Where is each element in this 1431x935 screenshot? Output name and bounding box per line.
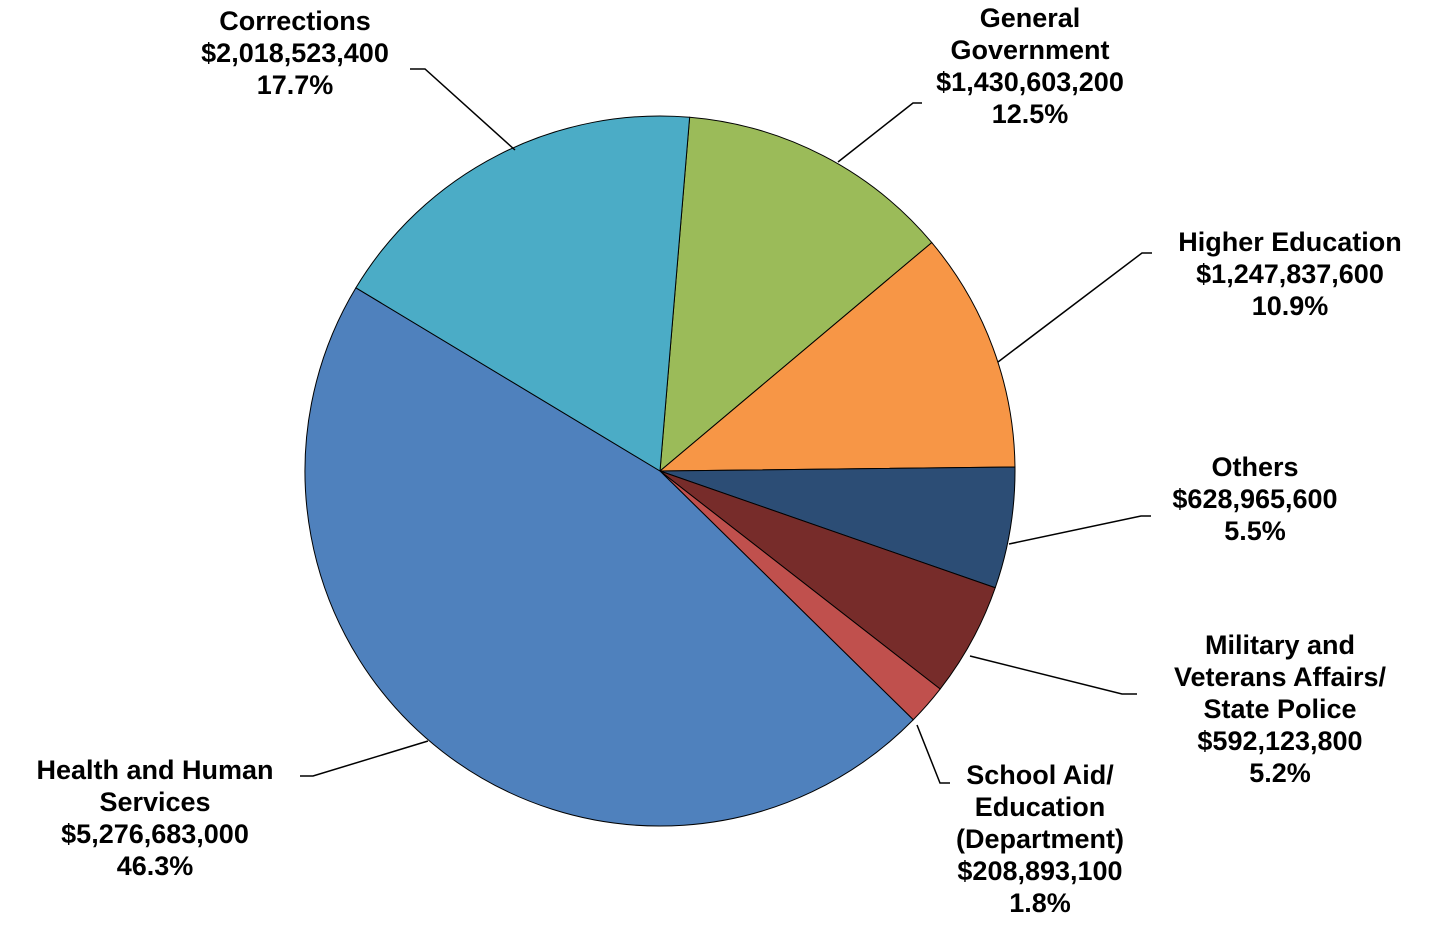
pie-slice-general <box>659 116 933 472</box>
slice-value: $2,018,523,400 <box>201 38 389 68</box>
slice-name: Government <box>950 35 1110 65</box>
slice-value: $1,430,603,200 <box>936 67 1124 97</box>
slice-percent: 46.3% <box>116 851 194 881</box>
slice-name: Health and Human <box>36 755 274 785</box>
pie-slice-hhs <box>304 287 914 827</box>
slice-value: $628,965,600 <box>1172 484 1338 514</box>
slice-percent: 10.9% <box>1251 291 1329 321</box>
leader-line-military <box>969 655 1137 695</box>
slice-name: Corrections <box>219 6 371 36</box>
slice-name: State Police <box>1203 694 1357 724</box>
slice-name: Military and <box>1204 630 1356 660</box>
slice-value: $5,276,683,000 <box>61 819 249 849</box>
slice-name: School Aid/ <box>966 760 1114 790</box>
slice-percent: 17.7% <box>256 70 334 100</box>
leader-line-hhs <box>300 740 429 777</box>
leader-line-higher <box>997 252 1152 363</box>
slice-label-military-veterans-state-police: Military and Veterans Affairs/ State Pol… <box>1140 629 1420 789</box>
slice-percent: 5.2% <box>1249 758 1311 788</box>
slice-name: (Department) <box>955 824 1124 854</box>
leader-lines <box>300 68 1152 784</box>
slice-value: $592,123,800 <box>1197 726 1363 756</box>
leader-line-general <box>837 102 922 163</box>
slice-value: $208,893,100 <box>957 856 1123 886</box>
slice-name: Veterans Affairs/ <box>1173 662 1387 692</box>
pie-slices <box>304 115 1016 827</box>
slice-name: General <box>979 3 1081 33</box>
leader-line-corrections <box>410 68 516 151</box>
slice-name: Education <box>974 792 1106 822</box>
pie-slice-corrections <box>355 115 691 472</box>
slice-label-general-government: General Government $1,430,603,200 12.5% <box>905 2 1155 130</box>
slice-name: Services <box>99 787 211 817</box>
leader-line-others <box>1008 515 1151 545</box>
slice-label-health-human-services: Health and Human Services $5,276,683,000… <box>5 754 305 882</box>
slice-label-higher-education: Higher Education $1,247,837,600 10.9% <box>1150 226 1430 322</box>
slice-value: $1,247,837,600 <box>1196 259 1384 289</box>
slice-percent: 5.5% <box>1224 516 1286 546</box>
pie-slice-higher <box>659 242 1016 472</box>
slice-percent: 1.8% <box>1009 888 1071 918</box>
leader-line-school <box>916 724 950 784</box>
slice-name: Higher Education <box>1178 227 1402 257</box>
slice-label-school-aid-education: School Aid/ Education (Department) $208,… <box>930 759 1150 919</box>
slice-name: Others <box>1211 452 1299 482</box>
slice-percent: 12.5% <box>991 99 1069 129</box>
slice-label-corrections: Corrections $2,018,523,400 17.7% <box>175 5 415 101</box>
slice-label-others: Others $628,965,600 5.5% <box>1130 451 1380 547</box>
